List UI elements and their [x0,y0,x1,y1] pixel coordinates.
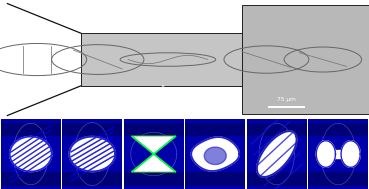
Polygon shape [204,147,226,164]
Polygon shape [132,136,176,154]
Bar [1,172,61,186]
Polygon shape [341,141,360,167]
Bar [62,172,122,186]
Polygon shape [69,137,115,171]
Polygon shape [316,141,335,167]
Bar [308,123,368,136]
Bar [247,123,307,136]
Bar [62,123,122,136]
Bar [242,5,369,114]
Text: 75 μm: 75 μm [277,97,296,102]
Bar [1,123,61,136]
Text: flow: flow [161,85,176,94]
Polygon shape [10,137,52,171]
Bar [247,172,307,186]
Bar [308,172,368,186]
Polygon shape [191,137,239,171]
Bar [185,123,245,136]
Polygon shape [257,131,297,177]
Bar [124,123,184,136]
Polygon shape [132,154,176,172]
Bar [81,33,242,86]
Bar [124,172,184,186]
Bar [185,172,245,186]
